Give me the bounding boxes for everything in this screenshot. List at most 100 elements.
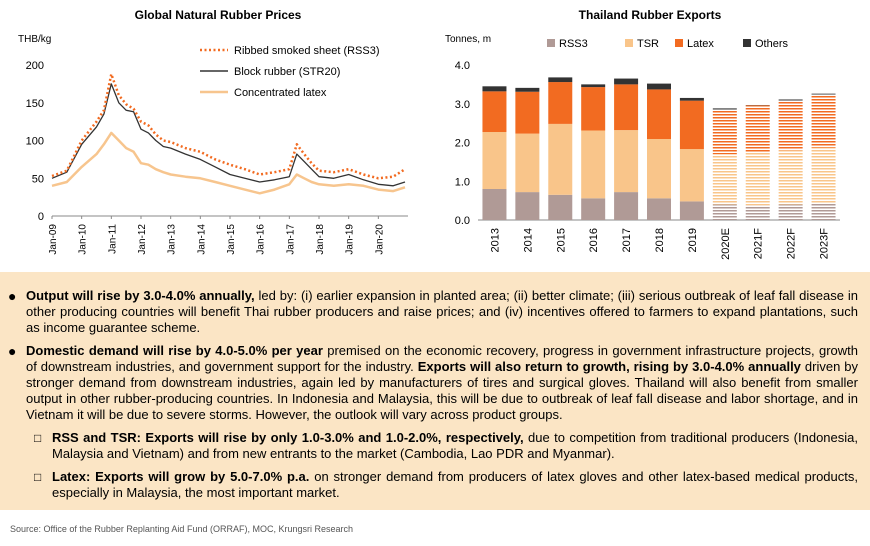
rss-tsr-detail: due to competition from traditional prod… [52, 430, 859, 461]
x-tick-label: 2019 [687, 228, 699, 252]
series-line-latex [51, 131, 406, 195]
legend-label: Latex [687, 38, 714, 50]
x-tick-label: Jan-15 [226, 224, 237, 255]
bar-segment-others [811, 93, 836, 96]
demand-detail: premised on the economic recovery, progr… [26, 343, 859, 374]
x-tick-label: 2018 [654, 228, 666, 252]
bar-segment-rss3 [647, 198, 671, 220]
bar-segment-tsr [482, 132, 507, 189]
legend-label: Concentrated latex [234, 87, 327, 99]
latex-detail: on stronger demand from producers of lat… [52, 469, 858, 500]
legend-label: Others [755, 38, 789, 50]
legend-swatch [743, 39, 751, 47]
bar-segment-latex [647, 89, 671, 140]
bar-segment-rss3 [778, 204, 803, 220]
square-bullet-icon: □ [34, 431, 42, 445]
bar-segment-others [515, 87, 540, 92]
bar-segment-others [548, 77, 573, 83]
bar-segment-rss3 [679, 201, 704, 220]
output-headline: Output will rise by 3.0-4.0% annually, [26, 288, 255, 303]
x-tick-label: Jan-09 [48, 224, 59, 255]
bar-segment-rss3 [548, 194, 573, 220]
x-tick-label: Jan-14 [196, 224, 207, 255]
bar-segment-tsr [679, 149, 704, 202]
legend-swatch [547, 39, 555, 47]
bar-segment-others [745, 103, 770, 106]
y-tick-label: 0 [38, 211, 44, 223]
x-tick-label: 2013 [489, 228, 501, 252]
bar-segment-tsr [581, 130, 606, 199]
latex-headline: Latex: Exports will grow by 5.0-7.0% p.a… [52, 469, 310, 484]
x-tick-label: Jan-10 [78, 224, 89, 255]
bar-segment-tsr [515, 133, 540, 193]
y-tick-label: 4.0 [455, 60, 470, 72]
bar-segment-tsr [778, 150, 803, 205]
source-note: Source: Office of the Rubber Replanting … [10, 524, 353, 534]
bar-segment-others [647, 83, 671, 90]
square-bullet-icon: □ [34, 470, 42, 484]
legend-label: TSR [637, 38, 659, 50]
bar-segment-latex [778, 101, 803, 151]
bar-segment-rss3 [581, 198, 606, 220]
bar-segment-latex [581, 87, 606, 131]
exports-headline: Exports will also return to growth, risi… [417, 359, 801, 374]
y-tick-label: 3.0 [455, 99, 470, 111]
x-tick-label: 2020E [720, 228, 732, 260]
x-tick-label: Jan-17 [285, 224, 296, 255]
bar-segment-rss3 [614, 192, 639, 220]
bar-segment-others [679, 97, 704, 101]
rubber-exports-chart: Thailand Rubber Exports Tonnes, m 0.0 1.0 2.… [445, 8, 840, 260]
x-tick-label: 2023F [819, 228, 831, 259]
y-tick-label: 1.0 [455, 176, 470, 188]
series-line-str20 [51, 83, 406, 187]
output-paragraph: ● Output will rise by 3.0-4.0% annually,… [8, 288, 858, 336]
y-tick-label: 2.0 [455, 138, 470, 150]
bar-segment-rss3 [482, 189, 507, 220]
bar-segment-tsr [745, 152, 770, 206]
legend-label: RSS3 [559, 38, 588, 50]
bar-segment-others [581, 84, 606, 88]
bullet-icon: ● [8, 288, 17, 304]
bar-segment-tsr [614, 130, 639, 193]
charts-area: Global Natural Rubber Prices THB/kg 0 50 100… [0, 0, 870, 270]
y-axis-label: Tonnes, m [445, 34, 491, 45]
chart-title: Thailand Rubber Exports [579, 8, 722, 22]
x-tick-label: 2021F [753, 228, 765, 259]
bar-segment-latex [515, 91, 540, 134]
bar-segment-others [712, 108, 737, 110]
demand-headline: Domestic demand will rise by 4.0-5.0% pe… [26, 343, 323, 358]
y-tick-label: 100 [26, 136, 44, 148]
x-tick-label: 2022F [786, 228, 798, 259]
legend-swatch [675, 39, 683, 47]
bar-segment-latex [482, 91, 507, 133]
bar-segment-latex [679, 100, 704, 150]
x-tick-label: Jan-11 [107, 224, 118, 254]
x-tick-label: 2016 [588, 228, 600, 252]
bar-segment-others [482, 86, 507, 92]
bar-segment-latex [712, 109, 737, 155]
y-tick-label: 50 [32, 173, 44, 185]
x-tick-label: 2014 [522, 228, 534, 252]
bar-segment-tsr [548, 123, 573, 195]
bar-segment-others [614, 78, 639, 85]
x-tick-label: Jan-18 [315, 224, 326, 255]
bar-segment-latex [811, 95, 836, 148]
legend-swatch [625, 39, 633, 47]
x-tick-label: Jan-20 [374, 224, 385, 255]
x-tick-label: Jan-13 [167, 224, 178, 255]
rss-tsr-paragraph: □ RSS and TSR: Exports will rise by only… [34, 430, 858, 462]
bullet-icon: ● [8, 343, 17, 359]
bar-segment-tsr [647, 139, 671, 199]
bar-segment-tsr [712, 154, 737, 205]
y-tick-label: 150 [26, 98, 44, 110]
bar-segment-rss3 [745, 205, 770, 220]
x-tick-label: Jan-16 [256, 224, 267, 255]
x-tick-label: 2017 [621, 228, 633, 252]
legend-label: Ribbed smoked sheet (RSS3) [234, 45, 380, 57]
output-detail: led by: (i) earlier expansion in planted… [26, 288, 858, 335]
y-tick-label: 0.0 [455, 215, 470, 227]
series-line-rss3 [51, 72, 406, 180]
y-axis-label: THB/kg [18, 34, 51, 45]
y-tick-label: 200 [26, 60, 44, 72]
bar-segment-latex [548, 82, 573, 124]
